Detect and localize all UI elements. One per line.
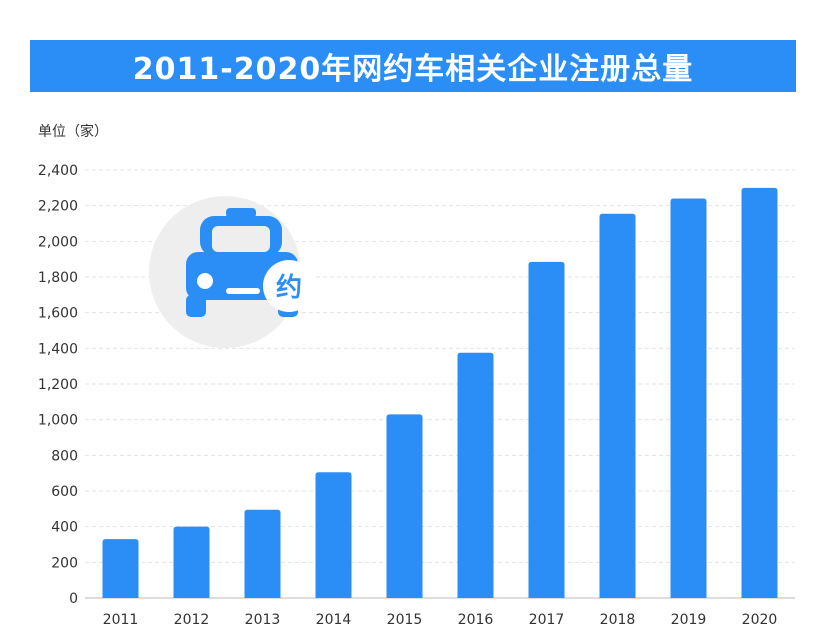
bar-2019: [670, 198, 707, 599]
y-axis: 0 200 400 600 800 1,000 1,200 1,400 1,600 1,800 2,…: [38, 163, 78, 607]
y-tick-label: 600: [51, 484, 78, 500]
x-tick-label: 2017: [529, 612, 565, 628]
x-axis: 2011 2012 2013 2014 2015 2016 2017 2018 2019 2020: [103, 612, 778, 628]
chart-title: 2011-2020年网约车相关企业注册总量: [132, 52, 694, 87]
x-tick-label: 2020: [742, 612, 778, 628]
y-tick-label: 1,800: [38, 270, 78, 286]
y-tick-label: 1,000: [38, 413, 78, 429]
x-tick-label: 2015: [387, 612, 423, 628]
badge-circle: [263, 260, 315, 312]
y-tick-label: 2,000: [38, 234, 78, 250]
bar-2018: [599, 213, 636, 599]
y-tick-label: 1,600: [38, 306, 78, 322]
x-tick-label: 2012: [174, 612, 210, 628]
y-tick-label: 400: [51, 520, 78, 536]
bar-2013: [244, 509, 281, 598]
bar-2017: [528, 261, 565, 598]
icon-badge-text: 约: [276, 272, 302, 303]
y-tick-label: 1,400: [38, 341, 78, 357]
x-tick-label: 2011: [103, 612, 139, 628]
title-bar: 2011-2020年网约车相关企业注册总量: [30, 40, 796, 92]
unit-label: 单位（家）: [38, 124, 108, 140]
y-tick-label: 200: [51, 555, 78, 571]
bar-2020: [741, 187, 778, 599]
y-tick-label: 0: [69, 591, 78, 607]
y-tick-label: 2,400: [38, 163, 78, 179]
bar-2012: [173, 526, 210, 598]
x-tick-label: 2019: [671, 612, 707, 628]
bar-2015: [386, 414, 423, 598]
bar-2014: [315, 472, 352, 598]
x-tick-label: 2014: [316, 612, 352, 628]
bar-2011: [102, 539, 139, 598]
y-tick-label: 2,200: [38, 199, 78, 215]
taxi-illustration: 约: [149, 196, 315, 348]
x-tick-label: 2016: [458, 612, 494, 628]
x-tick-label: 2018: [600, 612, 636, 628]
y-tick-label: 1,200: [38, 377, 78, 393]
bars: [102, 187, 778, 599]
bar-2016: [457, 352, 494, 598]
x-tick-label: 2013: [245, 612, 281, 628]
y-tick-label: 800: [51, 448, 78, 464]
